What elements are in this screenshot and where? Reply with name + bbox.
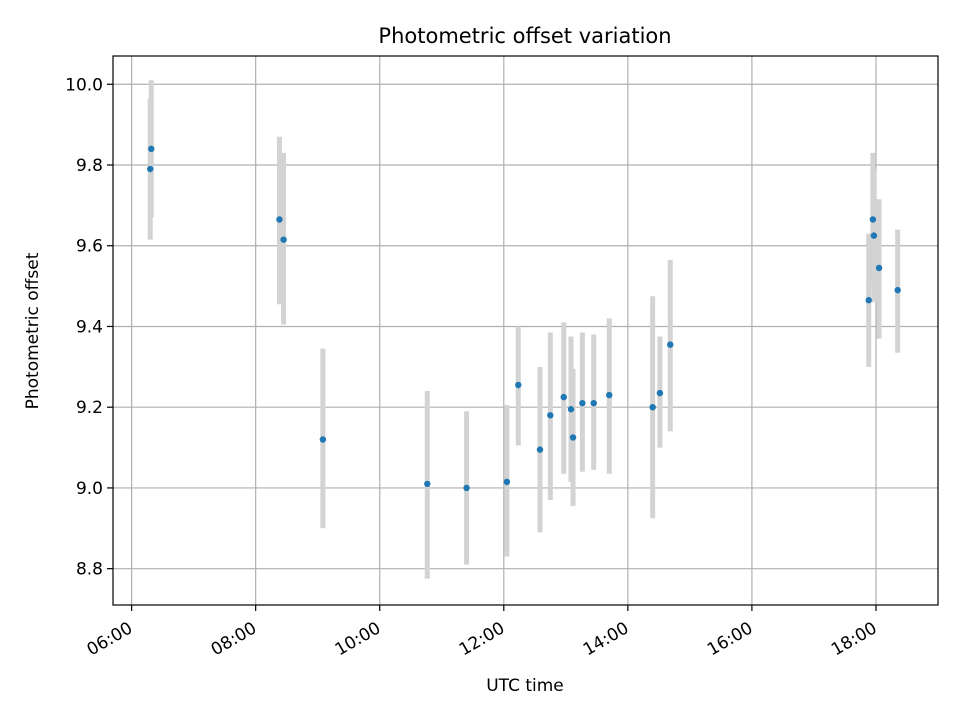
y-axis-title: Photometric offset — [23, 252, 43, 409]
data-point — [567, 406, 575, 413]
data-point — [280, 236, 287, 243]
data-point — [870, 232, 878, 239]
data-point — [515, 381, 522, 389]
data-point — [147, 165, 154, 173]
chart-title: Photometric offset variation — [378, 24, 671, 48]
y-tick-label: 9.4 — [76, 317, 103, 337]
data-point — [569, 434, 577, 441]
plot-frame — [112, 55, 939, 606]
data-point — [424, 480, 431, 488]
plot-area — [113, 56, 938, 605]
data-point — [649, 403, 656, 411]
data-point — [547, 412, 554, 419]
data-point — [536, 446, 544, 453]
data-point — [606, 391, 613, 399]
data-point — [875, 264, 883, 272]
data-point — [590, 399, 597, 407]
data-point — [148, 145, 155, 153]
y-tick-label: 8.8 — [76, 560, 103, 580]
data-point — [503, 478, 511, 486]
data-point — [560, 393, 567, 401]
data-point — [579, 399, 586, 407]
data-point — [667, 341, 674, 348]
data-point — [894, 286, 901, 294]
y-tick-label: 9.6 — [76, 237, 103, 257]
data-point — [463, 484, 470, 492]
y-tick-label: 10.0 — [65, 75, 103, 95]
y-tick-label: 9.8 — [76, 156, 103, 176]
y-axis: 8.8 9.0 9.2 9.4 9.6 9.8 10.0 — [65, 75, 113, 580]
data-point — [319, 436, 327, 443]
x-axis-title: UTC time — [486, 676, 564, 696]
y-tick-label: 9.2 — [76, 398, 103, 418]
data-point — [865, 297, 872, 304]
data-points — [147, 145, 901, 492]
y-tick-label: 9.0 — [76, 479, 103, 499]
data-point — [656, 389, 664, 397]
grid — [113, 56, 938, 605]
data-point — [276, 216, 283, 223]
data-point — [869, 216, 877, 223]
